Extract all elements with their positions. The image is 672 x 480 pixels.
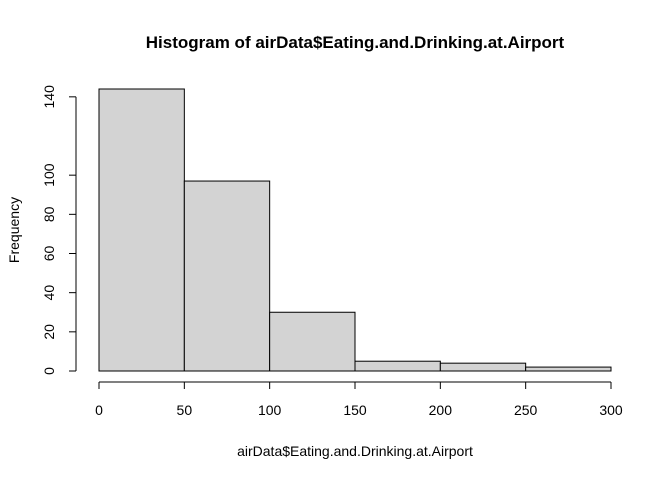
histogram-bar: [354, 360, 441, 372]
x-tick-label: 0: [95, 402, 103, 418]
histogram-bar: [98, 88, 185, 372]
histogram-bar: [525, 366, 612, 372]
x-tick-label: 50: [177, 402, 193, 418]
y-tick-label: 100: [41, 163, 57, 187]
y-axis: 0 20 40 60 80 100 140: [41, 85, 77, 375]
x-tick-label: 100: [258, 402, 282, 418]
bars-group: [98, 88, 612, 372]
histogram-bar: [183, 180, 271, 372]
y-tick-label: 60: [41, 246, 57, 262]
chart-title: Histogram of airData$Eating.and.Drinking…: [146, 33, 565, 52]
x-axis-label: airData$Eating.and.Drinking.at.Airport: [237, 443, 473, 459]
y-tick-label: 20: [41, 324, 57, 340]
y-tick-label: 40: [41, 285, 57, 301]
x-tick-label: 250: [514, 402, 538, 418]
y-tick-label: 140: [41, 85, 57, 109]
x-tick-label: 200: [429, 402, 453, 418]
x-tick-label: 150: [343, 402, 367, 418]
histogram-bar: [269, 311, 356, 372]
y-tick-label: 80: [41, 206, 57, 222]
histogram-bar: [439, 362, 527, 372]
x-axis: 0 50 100 150 200 250 300: [95, 381, 623, 418]
y-axis-label: Frequency: [6, 197, 22, 263]
x-tick-label: 300: [599, 402, 623, 418]
y-tick-label: 0: [41, 367, 57, 375]
